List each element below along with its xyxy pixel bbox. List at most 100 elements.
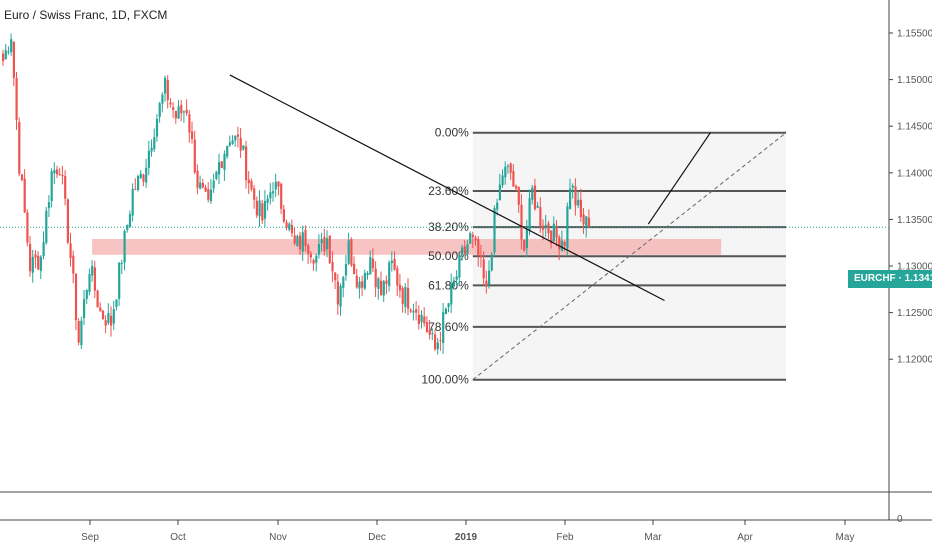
candle-body (134, 188, 137, 190)
candle-body (504, 166, 507, 178)
candle-body (493, 207, 496, 253)
candle-body (479, 255, 483, 258)
candle-body (220, 161, 223, 169)
candle-body (174, 110, 177, 119)
candle-body (517, 187, 520, 205)
candle-body (533, 185, 537, 210)
candle-body (326, 238, 329, 250)
fibonacci-level-label: 100.00% (421, 373, 469, 387)
candle-body (85, 289, 88, 299)
chart-title: Euro / Swiss Franc, 1D, FXCM (4, 8, 168, 22)
candle-body (344, 263, 348, 276)
candle-body (66, 199, 69, 243)
candle-body (390, 260, 393, 264)
candle-body (428, 330, 431, 335)
candle-body (317, 244, 321, 255)
price-tick-label: 1.13000 (897, 262, 932, 273)
candle-body (245, 146, 248, 181)
candle-body (485, 280, 488, 286)
candle-body (37, 255, 40, 270)
price-tick-label: 1.15000 (897, 75, 932, 86)
candle-body (218, 162, 221, 175)
candle-body (358, 281, 361, 289)
candle-body (196, 170, 199, 188)
candle-body (353, 263, 356, 275)
candle-body (458, 254, 461, 278)
candle-body (188, 114, 191, 133)
price-tag-separator: · (898, 273, 905, 284)
candle-body (474, 237, 477, 241)
candle-body (490, 254, 493, 271)
price-tick-label: 1.14500 (897, 122, 932, 133)
candle-body (69, 243, 72, 259)
candle-body (64, 175, 67, 199)
candle-body (242, 145, 245, 150)
candle-body (45, 210, 48, 243)
candle-body (139, 173, 142, 178)
candle-body (153, 137, 156, 150)
candle-body (436, 342, 439, 350)
candle-body (91, 265, 94, 276)
candle-body (469, 233, 472, 244)
candle-body (204, 187, 207, 192)
candle-body (304, 229, 307, 247)
price-tick-label: 1.12500 (897, 308, 932, 319)
candle-body (58, 174, 61, 176)
candle-body (558, 236, 561, 250)
candle-body (342, 277, 345, 288)
candle-body (382, 281, 385, 296)
candle-body (296, 236, 299, 246)
fibonacci-level-label: 61.80% (428, 278, 469, 292)
candle-body (96, 290, 99, 308)
last-price-tag[interactable]: EURCHF · 1.13416 (848, 270, 932, 288)
candle-body (231, 140, 234, 144)
candle-body (115, 299, 118, 307)
fibonacci-level-label: 38.20% (428, 220, 469, 234)
time-tick-label: Oct (170, 532, 186, 543)
candle-body (547, 223, 550, 234)
candle-body (277, 181, 280, 187)
candle-body (93, 267, 96, 291)
candle-body (120, 263, 123, 265)
candle-body (412, 310, 415, 313)
candle-body (312, 259, 315, 264)
candle-body (393, 259, 396, 270)
candle-body (334, 272, 337, 281)
candle-body (339, 285, 342, 307)
candle-body (290, 224, 294, 234)
candle-body (23, 178, 26, 213)
time-tick-label: Mar (644, 532, 662, 543)
candle-body (380, 280, 383, 296)
candle-body (293, 235, 296, 244)
candle-body (18, 122, 21, 174)
candle-body (409, 309, 412, 312)
candle-body (72, 255, 75, 274)
candle-body (577, 200, 580, 206)
candle-body (255, 200, 258, 216)
price-tag-symbol: EURCHF (854, 273, 896, 284)
candle-body (10, 39, 13, 53)
candle-body (212, 180, 215, 189)
candle-body (512, 170, 515, 187)
candle-body (523, 239, 526, 251)
candle-body (31, 256, 34, 273)
candle-body (498, 184, 501, 201)
candle-body (101, 310, 105, 320)
candle-body (506, 165, 510, 167)
candle-body (482, 259, 485, 279)
candle-body (228, 142, 231, 146)
candle-body (166, 80, 169, 101)
candle-body (560, 240, 564, 251)
candle-body (571, 185, 574, 188)
fibonacci-level-label: 78.60% (428, 320, 469, 334)
volume-pane-zero-label: 0 (897, 514, 903, 525)
candle-body (439, 339, 442, 341)
candle-body (74, 273, 78, 321)
candle-body (420, 314, 423, 323)
candle-body (450, 284, 453, 305)
trendline (647, 132, 711, 225)
candle-body (80, 320, 83, 346)
time-tick-label: Apr (737, 532, 753, 543)
candle-body (215, 171, 218, 179)
